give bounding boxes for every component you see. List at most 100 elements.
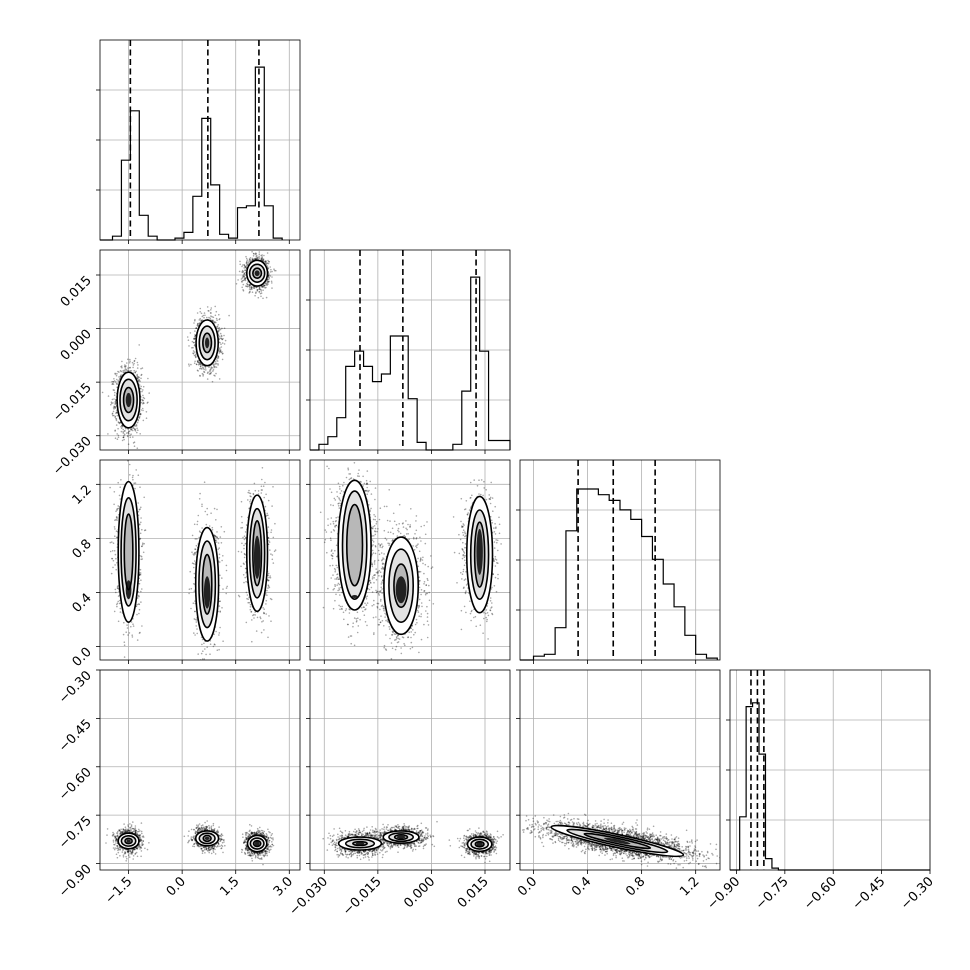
joint-panel-p2-p4: −0.030 −0.015 0.000 0.015 [286,669,511,919]
contour-line [202,332,213,354]
density-core [126,839,131,843]
joint-panel-p1-p3: 0.0 0.4 0.8 1.2 [70,459,301,670]
density-core [351,594,358,598]
x-tick-label: 0.0 [164,874,189,899]
contour-line [473,521,486,588]
contour-line [341,490,368,600]
contour-line [393,834,409,841]
joint-panel-p3-p4: 0.0 0.4 0.8 1.2 [515,669,721,899]
density-core [355,842,365,846]
x-tick-label: −0.75 [753,874,792,913]
histogram-step [730,702,930,871]
contour-line [122,386,135,414]
histogram-step [310,276,511,451]
histogram-step [100,66,283,241]
density-core [254,270,260,277]
panel-frame [519,669,721,871]
contour-line [120,497,137,607]
contour-line [393,563,410,609]
histogram-panel-p1 [96,39,301,244]
y-tick-label: −0.75 [56,813,95,852]
x-tick-label: −0.60 [801,874,840,913]
contour-line [248,263,266,283]
density-core [476,841,483,847]
histogram-panel-p4: −0.90 −0.75 −0.60 −0.45 −0.30 [704,669,937,913]
density-fill [346,504,363,586]
contour-line [352,840,368,847]
histogram-panel-p3 [516,459,721,664]
contour-line [566,828,669,854]
contour-line [550,824,685,858]
joint-panel-p1-p4: −1.5 0.0 1.5 3.0 −0.90 −0.75 −0.60 −0.45 −0.30 [56,668,301,907]
contour-line [198,325,216,361]
y-tick-label: −0.030 [50,434,95,479]
contour-line [344,838,376,849]
contour-line [252,839,262,848]
contour-line [474,840,485,848]
joint-panel-p1-p2: −0.030 −0.015 0.000 0.015 [50,249,301,479]
contour-line [119,378,138,422]
contour-line [116,371,141,429]
panel-frame [99,249,301,451]
contour-line [202,834,212,843]
histogram-step [520,488,718,661]
x-tick-label: 0.015 [455,874,492,911]
contour-line [465,495,494,614]
contour-line [388,832,415,843]
x-tick-label: −0.015 [340,874,385,919]
density-core [204,836,210,840]
contour-line [194,830,220,847]
contour-line [469,509,490,600]
histogram-panel-p2 [306,249,511,454]
y-tick-label: 0.015 [58,273,95,310]
x-tick-label: −0.30 [898,874,937,913]
y-tick-label: −0.60 [56,765,95,804]
contour-line [382,830,420,845]
panel-frame [309,669,511,871]
x-tick-label: −0.45 [850,874,889,913]
y-tick-label: 0.000 [58,327,95,364]
x-tick-label: −0.030 [286,874,331,919]
y-tick-label: 1.2 [70,483,95,508]
contour-line [117,480,140,623]
density-core [396,835,406,839]
contour-line [466,836,493,853]
panel-frame [309,459,511,661]
contour-line [194,526,220,642]
contour-line [345,503,364,587]
contour-line [195,319,220,367]
density-core [125,392,132,408]
panel-frame [519,459,721,661]
contour-line [248,507,266,599]
contour-line [249,837,265,850]
panel-frame [99,39,301,241]
density-core [205,337,210,349]
density-core [476,528,483,575]
contour-line [245,259,269,287]
contour-line [117,832,140,850]
x-tick-label: 0.0 [515,874,540,899]
contour-line [337,836,383,851]
x-tick-label: 0.000 [401,874,438,911]
contour-line [124,837,133,845]
y-tick-label: −0.90 [56,862,95,901]
y-tick-label: 0.0 [70,645,95,670]
contour-line [252,520,263,587]
contour-line [470,838,490,850]
y-tick-label: −0.30 [56,668,95,707]
x-tick-label: 0.4 [569,874,594,899]
density-core [604,837,631,845]
contour-line [383,536,420,636]
panel-frame [99,459,301,661]
joint-panel-p2-p3 [306,459,511,664]
y-tick-label: −0.015 [50,380,95,425]
y-tick-label: 0.4 [70,591,95,616]
contour-line [198,832,216,845]
x-tick-label: −1.5 [102,874,135,907]
panel-frame [99,669,301,871]
contour-line [337,479,372,611]
contour-line [198,540,217,629]
contour-line [201,553,213,615]
x-tick-label: 0.8 [623,874,648,899]
